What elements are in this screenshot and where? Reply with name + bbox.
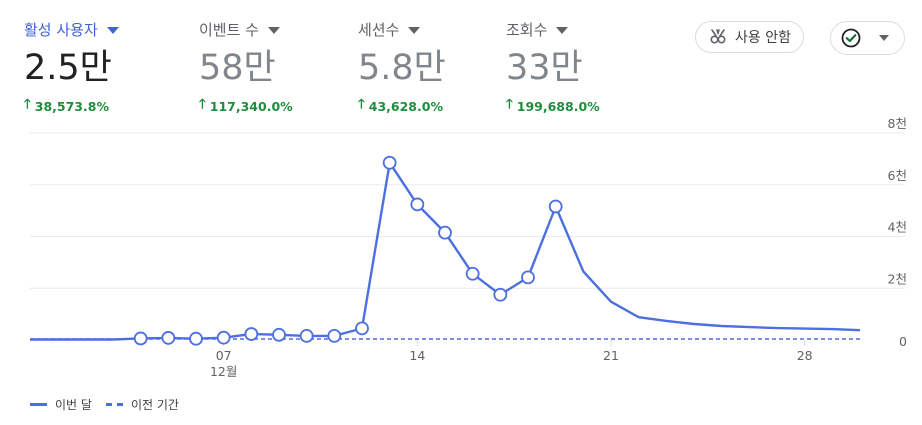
data-point [299, 328, 314, 343]
data-point [216, 330, 231, 345]
metric-change-value: 43,628.0% [368, 98, 443, 114]
metric-change-value: 199,688.0% [516, 98, 600, 114]
metric-value: 5.8만 [358, 48, 446, 88]
metric-event-count-selector[interactable]: 이벤트 수 [199, 16, 293, 42]
chevron-down-icon [879, 35, 889, 41]
data-point [133, 331, 148, 346]
metric-event-count[interactable]: 이벤트 수 58만 🡑 117,340.0% [199, 16, 293, 117]
line-chart: 0 2천 4천 6천 8천 07 14 21 28 12월 [30, 116, 907, 379]
metric-sessions-selector[interactable]: 세션수 [358, 16, 446, 42]
metric-active-users[interactable]: 활성 사용자 2.5만 🡑 38,573.8% [24, 16, 119, 117]
insights-icon [710, 29, 726, 44]
legend-item-current[interactable]: 이번 달 [30, 396, 92, 413]
x-tick-label: 14 [409, 348, 425, 363]
metric-views-selector[interactable]: 조회수 [506, 16, 600, 42]
legend-label: 이번 달 [55, 398, 92, 412]
metric-value: 33만 [506, 48, 583, 88]
compare-status-dropdown[interactable] [830, 21, 905, 55]
metric-active-users-selector[interactable]: 활성 사용자 [24, 16, 119, 42]
chart-legend: 이번 달 이전 기간 [30, 396, 193, 413]
y-tick-label: 0 [899, 334, 907, 349]
metric-label: 조회수 [506, 20, 548, 39]
check-circle-icon [841, 28, 861, 48]
legend-item-previous[interactable]: 이전 기간 [105, 396, 179, 413]
usage-guide-button[interactable]: 사용 안함 [695, 21, 804, 53]
y-tick-label: 8천 [888, 116, 907, 131]
arrow-up-icon: 🡑 [358, 97, 365, 112]
y-tick-label: 4천 [888, 220, 907, 235]
data-point [410, 197, 425, 212]
data-point [355, 321, 369, 336]
chevron-down-icon[interactable] [267, 26, 280, 34]
data-point [465, 266, 480, 281]
metric-change: 🡑 199,688.0% [506, 95, 600, 117]
metric-change-value: 117,340.0% [209, 98, 293, 114]
series-current-line [30, 161, 861, 341]
metric-change-value: 38,573.8% [34, 98, 109, 114]
usage-guide-label: 사용 안함 [735, 30, 791, 46]
data-point [327, 328, 342, 343]
metric-label: 세션수 [358, 20, 400, 39]
legend-label: 이전 기간 [130, 398, 179, 412]
data-point [382, 155, 397, 170]
chevron-down-icon[interactable] [556, 26, 569, 34]
metric-change: 🡑 38,573.8% [24, 95, 119, 117]
metric-label: 활성 사용자 [24, 20, 98, 39]
data-point [272, 327, 286, 342]
metric-value: 58만 [199, 48, 276, 88]
x-tick-label: 21 [603, 348, 619, 363]
data-point [189, 331, 203, 346]
x-tick-label: 28 [797, 348, 813, 363]
metric-value: 2.5만 [24, 48, 112, 88]
data-point [161, 331, 176, 345]
arrow-up-icon: 🡑 [506, 97, 513, 112]
metric-views[interactable]: 조회수 33만 🡑 199,688.0% [506, 16, 600, 117]
legend-swatch-solid [30, 403, 47, 406]
metric-change: 🡑 43,628.0% [358, 95, 446, 117]
metric-label: 이벤트 수 [199, 20, 259, 39]
data-point [493, 287, 508, 302]
data-point [438, 225, 452, 240]
legend-swatch-dashed [105, 403, 123, 406]
metric-change: 🡑 117,340.0% [199, 95, 293, 117]
metric-sessions[interactable]: 세션수 5.8만 🡑 43,628.0% [358, 16, 446, 117]
chevron-down-icon[interactable] [408, 26, 421, 34]
x-tick-label: 07 [216, 348, 232, 363]
data-point [548, 199, 563, 214]
y-tick-label: 2천 [888, 271, 907, 286]
x-month-label: 12월 [210, 364, 237, 379]
data-point [521, 270, 535, 285]
chevron-down-icon[interactable] [106, 26, 119, 34]
arrow-up-icon: 🡑 [199, 97, 206, 112]
y-tick-label: 6천 [888, 168, 907, 183]
arrow-up-icon: 🡑 [24, 97, 31, 112]
data-point [244, 327, 259, 341]
